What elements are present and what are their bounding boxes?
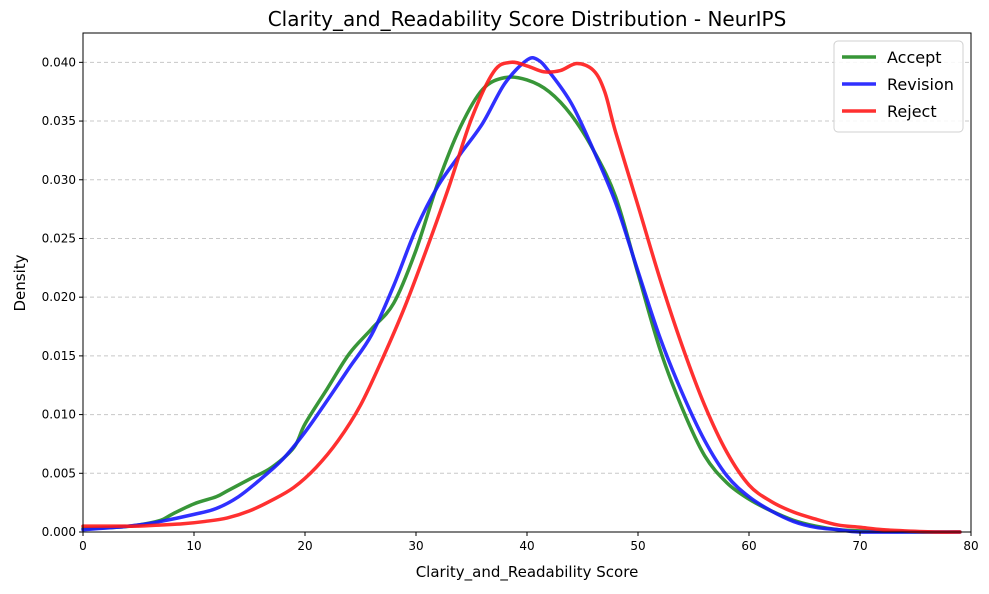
y-tick-label-4: 0.020 (42, 290, 76, 304)
legend-label-revision: Revision (887, 75, 954, 94)
y-axis-label: Density (11, 254, 29, 311)
y-tick-label-0: 0.000 (42, 525, 76, 539)
x-tick-label-0: 0 (79, 539, 87, 553)
legend-label-accept: Accept (887, 48, 942, 67)
series-line-revision (81, 56, 962, 534)
y-tick-label-7: 0.035 (42, 114, 76, 128)
x-tick-label-1: 10 (186, 539, 201, 553)
y-tick-label-5: 0.025 (42, 231, 76, 245)
series-lines (81, 56, 962, 534)
x-axis-label: Clarity_and_Readability Score (416, 563, 639, 582)
chart-title: Clarity_and_Readability Score Distributi… (268, 7, 787, 31)
y-axis-ticks: 0.000 0.005 0.010 0.015 0.020 0.025 0.030 0.035… (42, 55, 83, 539)
x-tick-label-8: 80 (963, 539, 978, 553)
x-tick-label-4: 40 (519, 539, 534, 553)
y-tick-label-8: 0.040 (42, 55, 76, 69)
x-axis-ticks: 0 10 20 30 40 50 60 70 80 (79, 532, 979, 553)
x-tick-label-3: 30 (408, 539, 423, 553)
y-tick-label-2: 0.010 (42, 408, 76, 422)
legend: Accept Revision Reject (833, 40, 964, 133)
legend-label-reject: Reject (887, 102, 937, 121)
y-tick-label-6: 0.030 (42, 173, 76, 187)
x-tick-label-5: 50 (630, 539, 645, 553)
x-tick-label-7: 70 (852, 539, 867, 553)
series-line-reject (81, 60, 962, 534)
series-line-accept (81, 75, 962, 534)
grid-lines (83, 61, 971, 474)
x-tick-label-2: 20 (297, 539, 312, 553)
y-tick-label-1: 0.005 (42, 466, 76, 480)
y-tick-label-3: 0.015 (42, 349, 76, 363)
x-tick-label-6: 60 (741, 539, 756, 553)
